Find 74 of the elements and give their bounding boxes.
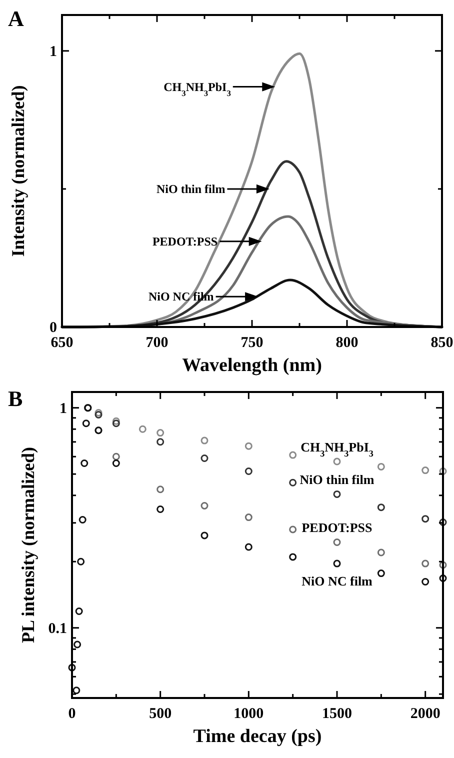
y-tick-label: 0.1 — [48, 620, 67, 637]
point — [68, 664, 76, 672]
point — [439, 518, 447, 526]
x-tick-label: 650 — [50, 335, 74, 351]
point — [112, 420, 120, 428]
line-series — [60, 278, 444, 328]
x-axis-title: Time decay (ps) — [193, 726, 322, 747]
x-tick-label: 1500 — [322, 706, 352, 722]
point — [439, 467, 447, 475]
point — [112, 459, 120, 467]
point — [200, 532, 208, 540]
x-axis-title: Wavelength (nm) — [182, 355, 322, 376]
point — [377, 570, 385, 578]
point — [156, 486, 164, 494]
point — [439, 574, 447, 582]
point — [289, 553, 297, 561]
point — [80, 459, 88, 467]
point — [112, 452, 120, 460]
point — [333, 490, 341, 498]
point — [289, 451, 297, 459]
point — [156, 505, 164, 513]
point — [200, 454, 208, 462]
point — [200, 436, 208, 444]
point — [244, 514, 252, 522]
point — [439, 561, 447, 569]
text: B — [8, 386, 23, 411]
point — [244, 442, 252, 450]
point — [244, 467, 252, 475]
x-tick-label: 500 — [149, 706, 172, 722]
series-label: NiO thin film — [300, 472, 374, 488]
point — [72, 686, 80, 694]
point — [77, 558, 85, 566]
point — [138, 425, 146, 433]
point — [422, 578, 430, 586]
point — [82, 420, 90, 428]
point — [94, 411, 102, 418]
point — [75, 607, 83, 615]
y-axis-title: Intensity (normalized) — [8, 85, 28, 257]
text: A — [8, 6, 24, 31]
point — [422, 560, 430, 568]
point — [333, 538, 341, 546]
y-axis-title: PL intensity (normalized) — [18, 447, 38, 643]
point — [244, 543, 252, 551]
point — [156, 438, 164, 446]
y-tick-label: 1 — [50, 44, 57, 60]
point — [377, 462, 385, 470]
x-tick-label: 850 — [430, 335, 454, 351]
series-label: CH$_{3}$NH$_{3}$PbI$_{3}$ — [300, 440, 374, 459]
x-tick-label: 800 — [336, 335, 358, 351]
point — [200, 502, 208, 510]
series-label: PEDOT:PSS — [302, 520, 372, 536]
point — [422, 515, 430, 523]
annotation: PEDOT:PSS — [152, 234, 218, 248]
series-label: NiO NC film — [302, 574, 373, 589]
point — [94, 408, 102, 416]
point — [156, 429, 164, 437]
point — [377, 504, 385, 512]
y-tick-label: 1 — [60, 400, 67, 417]
x-tick-label: 700 — [146, 335, 168, 351]
x-tick-label: 1000 — [234, 706, 264, 722]
point — [422, 466, 430, 474]
x-tick-label: 2000 — [410, 706, 440, 722]
point — [289, 526, 297, 534]
point — [377, 548, 385, 556]
point — [289, 478, 297, 486]
annotation: NiO thin film — [156, 182, 226, 196]
point — [333, 560, 341, 568]
point — [78, 516, 86, 524]
point — [74, 640, 82, 648]
y-tick-label: 0 — [50, 320, 57, 336]
annotation: CH$_{3}$NH$_{3}$PbI$_{3}$ — [164, 80, 231, 98]
point — [333, 458, 341, 466]
point — [112, 417, 120, 425]
x-tick-label: 750 — [240, 335, 264, 351]
